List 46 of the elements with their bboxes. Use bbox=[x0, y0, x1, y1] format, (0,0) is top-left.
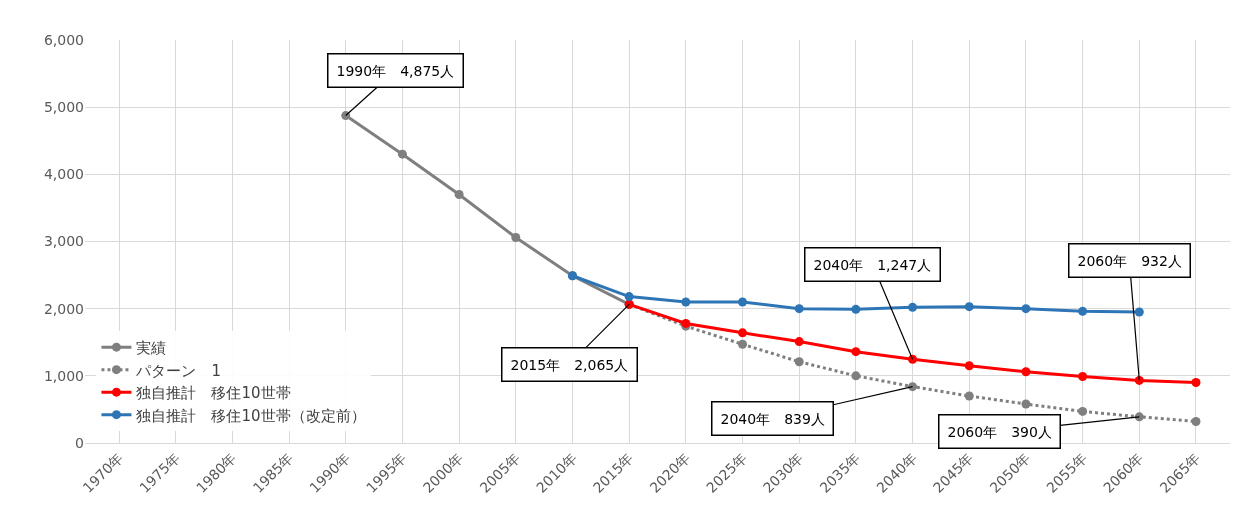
point bbox=[908, 302, 918, 312]
point bbox=[964, 391, 974, 401]
point bbox=[1078, 406, 1088, 416]
point bbox=[851, 371, 861, 381]
annotation: 2060年 932人 bbox=[1077, 252, 1182, 269]
point bbox=[681, 297, 691, 307]
annotation: 2040年 839人 bbox=[720, 410, 825, 427]
point bbox=[1078, 372, 1088, 382]
annotation: 2060年 390人 bbox=[947, 423, 1052, 440]
point bbox=[794, 304, 804, 314]
y-tick-label: 5,000 bbox=[43, 99, 84, 116]
point bbox=[738, 339, 748, 349]
point bbox=[738, 328, 748, 338]
point bbox=[1078, 306, 1088, 316]
point bbox=[1021, 304, 1031, 314]
point bbox=[851, 304, 861, 314]
y-tick-label: 1,000 bbox=[43, 367, 84, 384]
annotation: 1990年 4,875人 bbox=[336, 62, 455, 79]
point bbox=[794, 337, 804, 347]
annotation: 2015年 2,065人 bbox=[510, 356, 629, 373]
point bbox=[738, 297, 748, 307]
point bbox=[1134, 307, 1144, 317]
legend-label: 実績 bbox=[136, 339, 167, 358]
y-tick-label: 0 bbox=[75, 434, 84, 451]
point bbox=[1191, 378, 1201, 388]
point bbox=[1021, 367, 1031, 377]
y-tick-label: 4,000 bbox=[43, 166, 84, 183]
legend-label: パターン 1 bbox=[135, 361, 221, 380]
point bbox=[794, 357, 804, 367]
point bbox=[1021, 399, 1031, 409]
point bbox=[964, 302, 974, 312]
legend-label: 独自推計 移住10世帯 bbox=[136, 384, 291, 403]
point bbox=[851, 347, 861, 357]
point bbox=[624, 292, 634, 302]
legend-label: 独自推計 移住10世帯（改定前） bbox=[136, 406, 366, 425]
point bbox=[397, 149, 407, 159]
annotation: 2040年 1,247人 bbox=[813, 256, 932, 273]
point bbox=[908, 354, 918, 364]
point bbox=[341, 111, 351, 121]
point bbox=[964, 361, 974, 371]
point bbox=[1191, 417, 1201, 427]
y-tick-label: 2,000 bbox=[43, 300, 84, 317]
point bbox=[454, 189, 464, 199]
y-tick-label: 3,000 bbox=[43, 233, 84, 250]
point bbox=[511, 232, 521, 242]
y-tick-label: 6,000 bbox=[43, 31, 84, 48]
